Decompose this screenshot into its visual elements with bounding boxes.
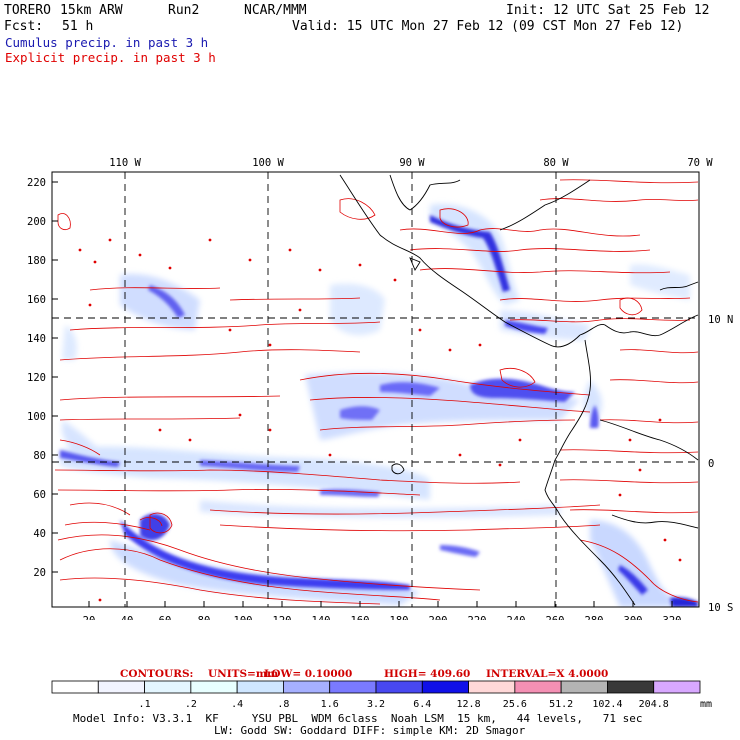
contour-dots: [78, 238, 682, 602]
grid-label: 15km ARW: [60, 3, 123, 18]
legend-swatch: [236, 680, 284, 694]
coastline: [339, 174, 699, 606]
x-tick-label: 20: [83, 615, 96, 620]
legend-swatch: [190, 680, 238, 694]
legend-swatch: [51, 680, 99, 694]
legend-label: 6.4: [413, 699, 431, 710]
model-name: TORERO: [4, 3, 51, 18]
x-tick-label: 260: [546, 615, 565, 620]
x-tick-label: 320: [663, 615, 682, 620]
cumulus-shading: [60, 204, 698, 607]
x-tick-label: 300: [624, 615, 643, 620]
legend-swatch: [468, 680, 516, 694]
cumulus-title: Cumulus precip. in past 3 h: [5, 35, 209, 50]
x-tick-label: 200: [429, 615, 448, 620]
legend-label: .8: [277, 699, 289, 710]
lat-label-10s: 10 S: [708, 602, 733, 614]
lon-label-110w: 110 W: [109, 157, 141, 169]
y-tick-label: 160: [27, 294, 46, 306]
forecast-hour: 51 h: [62, 19, 94, 34]
legend-label: .4: [231, 699, 243, 710]
model-info: Model Info: V3.3.1 KF YSU PBL WDM 6class…: [73, 712, 643, 725]
x-tick-label: 40: [121, 615, 134, 620]
latlon-grid: [52, 172, 699, 607]
explicit-contours: [54, 179, 699, 605]
x-tick-label: 140: [312, 615, 331, 620]
lon-label-90w: 90 W: [399, 157, 425, 169]
precip-map: 110 W 100 W 90 W 80 W 70 W 10 N 0 10 S: [27, 157, 733, 620]
y-tick-label: 200: [27, 216, 46, 228]
legend-swatch: [653, 680, 701, 694]
contours-units: UNITS=mm: [208, 668, 279, 680]
x-tick-label: 80: [198, 615, 211, 620]
x-tick-label: 240: [507, 615, 526, 620]
y-tick-label: 120: [27, 372, 46, 384]
y-tick-label: 80: [33, 450, 46, 462]
longitude-labels: 110 W 100 W 90 W 80 W 70 W: [109, 157, 713, 169]
legend-unit: mm: [700, 699, 712, 710]
legend-label: 12.8: [457, 699, 481, 710]
x-tick-label: 180: [390, 615, 409, 620]
plot-frame: [51, 171, 700, 608]
explicit-title: Explicit precip. in past 3 h: [5, 50, 216, 65]
legend-swatch: [421, 680, 469, 694]
legend-swatch: [144, 680, 192, 694]
y-tick-label: 140: [27, 333, 46, 345]
run-label: Run2: [168, 3, 200, 18]
legend-swatch: [560, 680, 608, 694]
forecast-label: Fcst:: [4, 19, 44, 34]
latitude-labels: 10 N 0 10 S: [708, 314, 733, 614]
legend-swatch: [97, 680, 145, 694]
y-tick-label: 180: [27, 255, 46, 267]
lon-label-70w: 70 W: [687, 157, 713, 169]
y-tick-label: 40: [33, 528, 46, 540]
y-tick-label: 100: [27, 411, 46, 423]
physics-info: LW: Godd SW: Goddard DIFF: simple KM: 2D…: [214, 724, 526, 737]
legend-label: 25.6: [503, 699, 527, 710]
y-tick-label: 60: [33, 489, 46, 501]
legend-label: 102.4: [592, 699, 622, 710]
legend-swatch: [514, 680, 562, 694]
x-tick-label: 120: [273, 615, 292, 620]
contours-interval: INTERVAL=X 4.0000: [486, 668, 609, 680]
init-time: Init: 12 UTC Sat 25 Feb 12: [506, 3, 710, 18]
legend-label: 3.2: [367, 699, 385, 710]
y-axis: [52, 181, 58, 573]
legend-swatch: [607, 680, 655, 694]
y-tick-label: 20: [33, 567, 46, 579]
x-tick-label: 100: [234, 615, 253, 620]
legend-label: 1.6: [321, 699, 339, 710]
lon-label-80w: 80 W: [543, 157, 569, 169]
org-label: NCAR/MMM: [244, 3, 307, 18]
legend-swatch: [375, 680, 423, 694]
legend-label: 51.2: [549, 699, 573, 710]
y-tick-label: 220: [27, 177, 46, 189]
contours-label: CONTOURS:: [120, 668, 194, 680]
legend-swatch: [329, 680, 377, 694]
lon-label-100w: 100 W: [252, 157, 284, 169]
legend-colorbar: .1.2.4.8 1.6 3.2 6.4 12.8 25.6 51.2 102.4 204.8 …: [51, 680, 712, 710]
x-tick-label: 280: [585, 615, 604, 620]
legend-swatch: [283, 680, 331, 694]
valid-time: Valid: 15 UTC Mon 27 Feb 12 (09 CST Mon …: [292, 19, 684, 34]
x-tick-label: 220: [468, 615, 487, 620]
lat-label-10n: 10 N: [708, 314, 733, 326]
legend-label: .2: [185, 699, 197, 710]
legend-label: 204.8: [639, 699, 669, 710]
legend-label: .1: [139, 699, 151, 710]
lat-label-0: 0: [708, 458, 714, 470]
x-tick-label: 60: [159, 615, 172, 620]
contours-high: HIGH= 409.60: [384, 668, 471, 680]
x-axis: [88, 601, 673, 607]
contours-low: LOW= 0.10000: [264, 668, 353, 680]
x-tick-label: 160: [351, 615, 370, 620]
